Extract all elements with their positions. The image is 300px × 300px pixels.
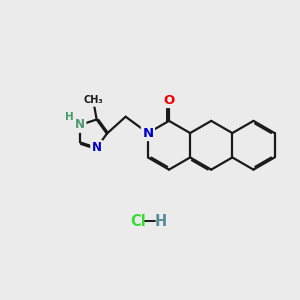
Text: N: N	[92, 141, 102, 154]
Text: CH₃: CH₃	[83, 95, 103, 106]
Text: O: O	[164, 94, 175, 106]
Text: N: N	[75, 118, 85, 131]
Text: H: H	[65, 112, 74, 122]
Text: H: H	[154, 214, 167, 229]
Text: Cl: Cl	[130, 214, 146, 229]
Text: N: N	[142, 127, 154, 140]
